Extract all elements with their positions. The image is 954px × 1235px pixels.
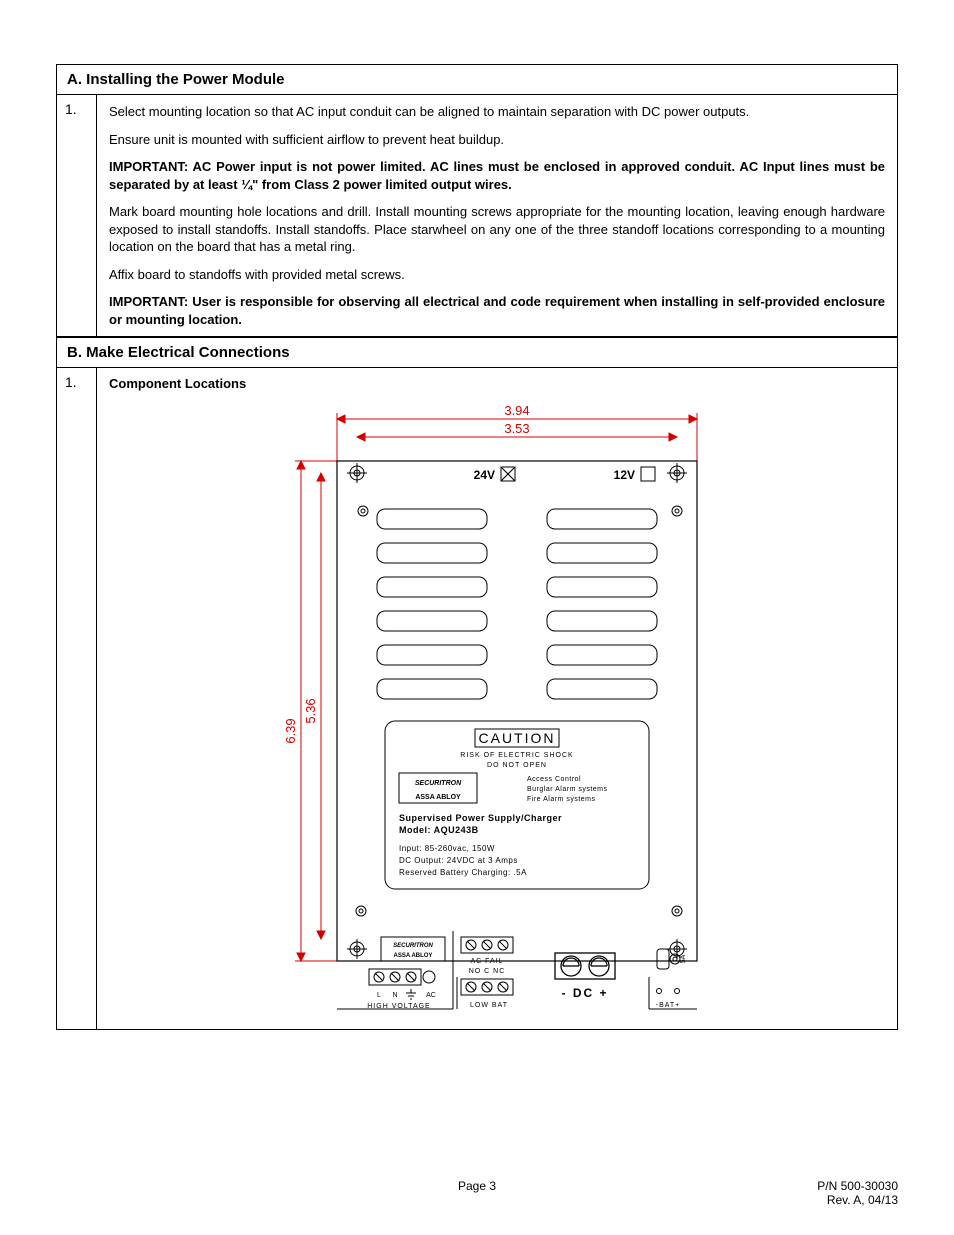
caution-r3: Fire Alarm systems [527,796,596,803]
term-n: N [392,992,397,999]
caution-line1: RISK OF ELECTRIC SHOCK [460,752,573,759]
section-a-title: Installing the Power Module [86,71,284,88]
section-b-body: Component Locations 3.94 3.53 6.39 5.36 [97,368,897,1029]
para: Select mounting location so that AC inpu… [109,103,885,121]
section-a-letter: A. [67,71,82,88]
component-locations-title: Component Locations [109,376,885,391]
caution-spec1: Input: 85-260vac, 150W [399,844,495,853]
page-footer: Page 3 P/N 500-30030 Rev. A, 04/13 [56,1179,898,1207]
footer-page: Page 3 [216,1179,738,1207]
brand-bot: ASSA ABLOY [415,794,461,801]
para: Mark board mounting hole locations and d… [109,203,885,256]
dim-inner-h: 5.36 [303,699,318,724]
diagram-container: 3.94 3.53 6.39 5.36 24V 12V [109,397,885,1021]
section-b-letter: B. [67,344,82,361]
para: Ensure unit is mounted with sufficient a… [109,131,885,149]
step-number: 1. [57,368,97,1029]
para-important: IMPORTANT: User is responsible for obser… [109,293,885,328]
section-b-title: Make Electrical Connections [86,344,289,361]
board-diagram: 3.94 3.53 6.39 5.36 24V 12V [257,401,737,1021]
fuse-label: 5A [680,955,687,964]
caution-r2: Burglar Alarm systems [527,786,608,793]
term-l: L [377,992,381,999]
page: A. Installing the Power Module 1. Select… [0,0,954,1235]
caution-spec3: Reserved Battery Charging: .5A [399,868,527,877]
section-a-row: 1. Select mounting location so that AC i… [57,95,897,337]
ac-fail-label: AC FAIL [470,958,503,965]
section-a-body: Select mounting location so that AC inpu… [97,95,897,336]
dim-outer-w: 3.94 [504,403,529,418]
dim-inner-w: 3.53 [504,421,529,436]
caution-desc1: Supervised Power Supply/Charger [399,813,562,823]
bat-label: -BAT+ [656,1002,681,1009]
para: Affix board to standoffs with provided m… [109,266,885,284]
caution-title: CAUTION [479,730,556,746]
dc-label: - DC + [561,986,608,1000]
step-number: 1. [57,95,97,336]
caution-spec2: DC Output: 24VDC at 3 Amps [399,856,518,865]
caution-r1: Access Control [527,776,581,783]
voltage-24v-label: 24V [474,468,495,482]
brand-bot-small: ASSA ABLOY [394,953,433,959]
term-ac: AC [426,992,436,999]
footer-pn: P/N 500-30030 [738,1179,898,1193]
section-b-row: 1. Component Locations 3.94 3.53 6.39 5.… [57,368,897,1029]
dim-outer-h: 6.39 [283,719,298,744]
voltage-12v-label: 12V [614,468,635,482]
caution-line2: DO NOT OPEN [487,762,547,769]
section-b-header: B. Make Electrical Connections [57,337,897,368]
brand-top: SECURITRON [415,780,462,787]
para-important: IMPORTANT: AC Power input is not power l… [109,158,885,193]
low-bat-label: LOW BAT [470,1002,508,1009]
brand-top-small: SECURITRON [393,943,433,949]
caution-desc2: Model: AQU243B [399,825,479,835]
section-a-header: A. Installing the Power Module [57,65,897,95]
footer-rev: Rev. A, 04/13 [738,1193,898,1207]
content-frame: A. Installing the Power Module 1. Select… [56,64,898,1030]
no-c-nc-label: NO C NC [469,968,506,975]
